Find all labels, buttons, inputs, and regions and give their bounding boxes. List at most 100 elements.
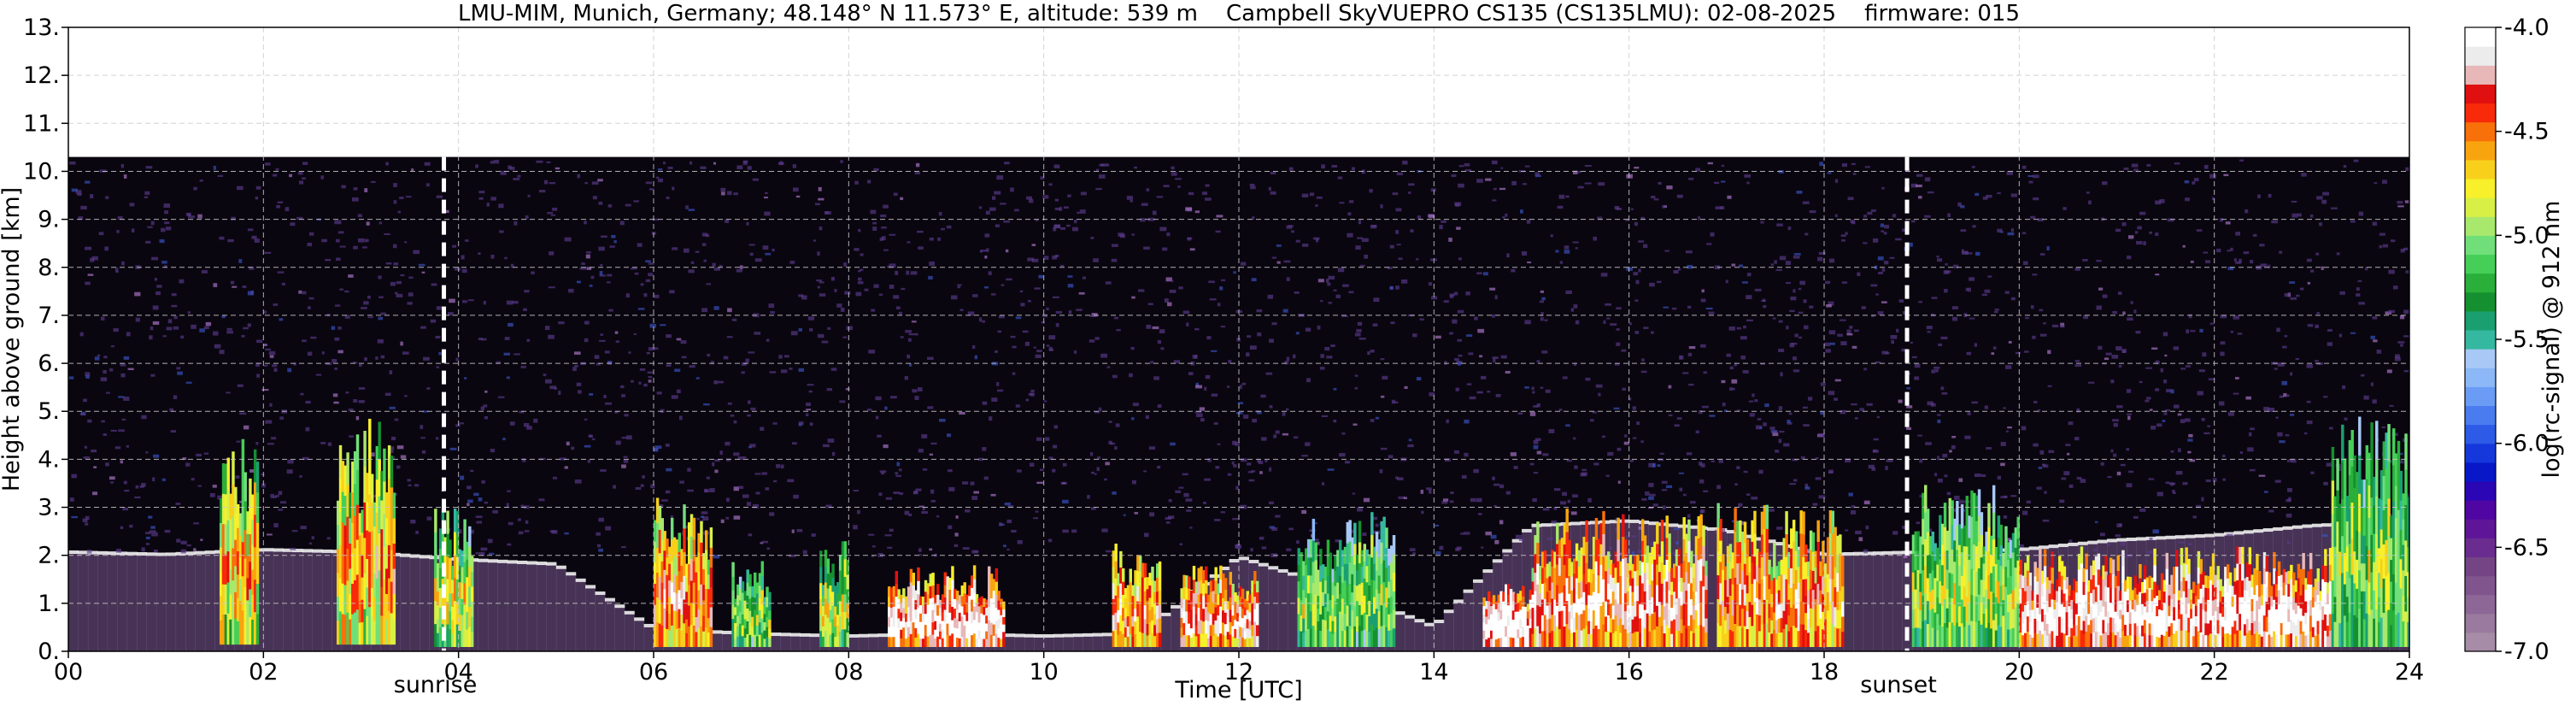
noise-speckle <box>1458 354 1463 357</box>
noise-speckle <box>151 256 159 261</box>
cloud-cell <box>375 445 379 480</box>
cloud-cell <box>768 628 772 638</box>
cloud-cell <box>1189 627 1194 638</box>
noise-speckle <box>1076 309 1083 311</box>
noise-speckle <box>380 312 386 315</box>
noise-speckle <box>2174 162 2180 165</box>
noise-speckle <box>508 521 513 526</box>
cloud-cell <box>1653 576 1657 595</box>
noise-speckle <box>1493 187 1497 191</box>
noise-speckle <box>1031 244 1036 246</box>
noise-speckle <box>1710 460 1715 462</box>
noise-speckle <box>1449 332 1453 335</box>
cloud-cell <box>229 568 232 595</box>
cloud-cell <box>1351 537 1354 556</box>
noise-speckle <box>1840 341 1847 346</box>
cloud-cell <box>1217 604 1220 616</box>
noise-speckle <box>1476 391 1483 394</box>
noise-speckle <box>2165 481 2170 485</box>
cloud-cell <box>1585 520 1588 543</box>
noise-speckle <box>1302 244 1309 247</box>
noise-speckle <box>1457 338 1463 342</box>
noise-speckle <box>984 233 990 238</box>
noise-speckle <box>1269 405 1273 409</box>
noise-speckle <box>533 418 538 423</box>
noise-speckle <box>1067 275 1073 278</box>
noise-speckle <box>243 327 249 330</box>
cloud-cell <box>1122 594 1125 609</box>
noise-speckle <box>1748 400 1754 403</box>
cloud-cell <box>731 562 735 577</box>
cloud-cell <box>921 604 925 615</box>
cloud-cell <box>1309 556 1313 576</box>
cloud-cell <box>758 573 762 586</box>
noise-speckle <box>2286 394 2290 397</box>
noise-speckle <box>135 485 139 489</box>
cloud-cell <box>1389 629 1394 647</box>
cloud-cell <box>1558 610 1562 630</box>
noise-speckle <box>1906 387 1910 390</box>
haze-column <box>595 594 606 651</box>
boundary-layer-top <box>292 549 303 553</box>
cloud-cell <box>926 636 930 647</box>
cloud-cell <box>768 619 772 629</box>
noise-speckle <box>2163 412 2168 415</box>
noise-speckle <box>411 168 414 172</box>
cloud-cell <box>1631 577 1634 592</box>
cloud-cell <box>1380 604 1383 627</box>
noise-speckle <box>1707 162 1713 165</box>
cloud-cell <box>1631 563 1634 579</box>
haze-column <box>1394 614 1405 651</box>
noise-speckle <box>2220 315 2227 319</box>
noise-speckle <box>1062 529 1069 533</box>
cloud-cell <box>1377 592 1382 612</box>
noise-speckle <box>672 186 675 191</box>
noise-speckle <box>2201 497 2204 502</box>
cloud-cell <box>904 596 908 606</box>
cloud-cell <box>946 623 949 636</box>
cloud-cell <box>470 585 474 603</box>
noise-speckle <box>420 326 426 329</box>
noise-speckle <box>625 293 630 298</box>
noise-speckle <box>798 294 804 297</box>
noise-speckle <box>1937 414 1941 416</box>
cloud-cell <box>929 634 932 647</box>
noise-speckle <box>915 332 918 336</box>
noise-speckle <box>2370 382 2374 386</box>
noise-speckle <box>2149 537 2153 541</box>
cloud-cell <box>1205 632 1208 647</box>
cloud-cell <box>1143 591 1147 606</box>
noise-speckle <box>2122 311 2126 315</box>
noise-speckle <box>1754 288 1762 291</box>
cloud-cell <box>380 528 384 558</box>
noise-speckle <box>2279 440 2286 444</box>
cloud-cell <box>349 568 352 595</box>
cloud-cell <box>1326 575 1330 594</box>
noise-speckle <box>748 533 753 537</box>
cloud-cell <box>1582 536 1586 556</box>
noise-speckle <box>2397 205 2404 208</box>
noise-speckle <box>955 515 959 519</box>
cloud-cell <box>1565 623 1569 647</box>
noise-speckle <box>1071 529 1077 533</box>
cloud-cell <box>983 598 986 608</box>
cloud-cell <box>1492 603 1496 613</box>
boundary-layer-top <box>858 633 869 638</box>
noise-speckle <box>120 373 126 378</box>
noise-speckle <box>187 311 191 314</box>
boundary-layer-top <box>1892 550 1903 555</box>
cloud-cell <box>1511 637 1516 647</box>
noise-speckle <box>586 251 591 254</box>
cloud-cell <box>902 597 906 609</box>
noise-speckle <box>1321 415 1328 418</box>
noise-speckle <box>378 316 384 321</box>
noise-speckle <box>236 440 241 443</box>
noise-speckle <box>1935 368 1939 373</box>
cloud-cell <box>1368 585 1371 601</box>
noise-speckle <box>646 351 650 355</box>
noise-speckle <box>1052 255 1058 260</box>
cloud-cell <box>1580 580 1584 598</box>
cloud-cell <box>1380 521 1383 543</box>
noise-speckle <box>1834 214 1838 218</box>
noise-speckle <box>2306 400 2311 403</box>
